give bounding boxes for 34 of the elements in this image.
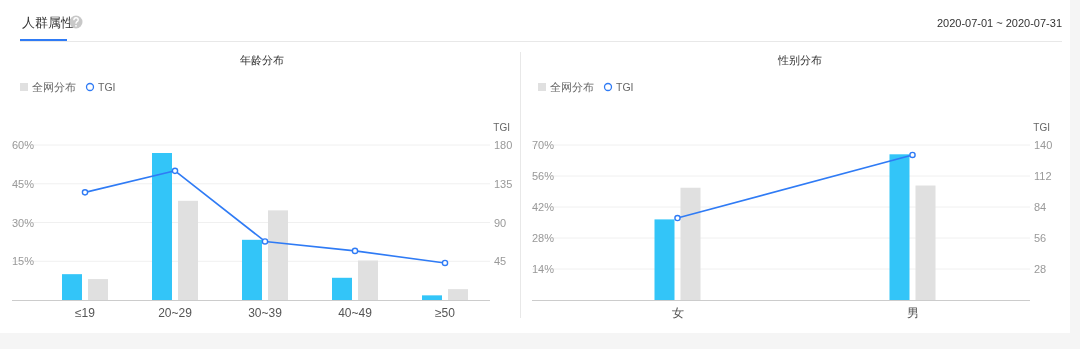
text: 2020-07-01 ~ 2020-07-31: [936, 17, 1062, 29]
y2-tick-label: 28: [1034, 263, 1047, 275]
y-tick-label: 15%: [11, 255, 35, 268]
x-tick-label: 女: [671, 306, 684, 320]
y2-tick-label: 180: [494, 139, 513, 151]
y2-tick-label: 45: [494, 255, 507, 268]
y-tick-label: 60%: [11, 139, 35, 151]
legend-label: 全网分布: [32, 81, 76, 93]
y-tick-label: 42%: [531, 201, 555, 213]
x-tick-label: 男: [906, 306, 919, 320]
y-tick-label: 70%: [531, 139, 555, 151]
y-tick-label: 28%: [531, 232, 555, 244]
y2-axis-title: TGI: [493, 122, 510, 133]
x-tick-label: 30~39: [248, 306, 283, 320]
chart-title: 年龄分布: [240, 54, 284, 66]
y2-tick-label: 90: [494, 216, 507, 229]
chart-title: 性别分布: [777, 54, 822, 66]
y-tick-label: 30%: [11, 216, 35, 229]
legend-label: TGI: [98, 81, 116, 93]
x-tick-label: 40~49: [338, 306, 373, 320]
legend-label: TGI: [616, 81, 634, 93]
y2-tick-label: 112: [1034, 170, 1052, 182]
legend-label: 全网分布: [550, 81, 594, 93]
x-tick-label: 20~29: [158, 306, 193, 320]
y2-tick-label: 140: [1034, 139, 1053, 151]
y2-tick-label: 135: [494, 177, 513, 190]
y2-tick-label: 84: [1034, 201, 1047, 213]
y2-axis-title: TGI: [1033, 122, 1050, 133]
y-tick-label: 56%: [531, 170, 555, 182]
x-tick-label: ≤19: [75, 306, 96, 320]
y-tick-label: 45%: [11, 177, 35, 190]
y2-tick-label: 56: [1034, 232, 1047, 244]
y-tick-label: 14%: [531, 263, 555, 275]
x-tick-label: ≥50: [435, 306, 456, 320]
